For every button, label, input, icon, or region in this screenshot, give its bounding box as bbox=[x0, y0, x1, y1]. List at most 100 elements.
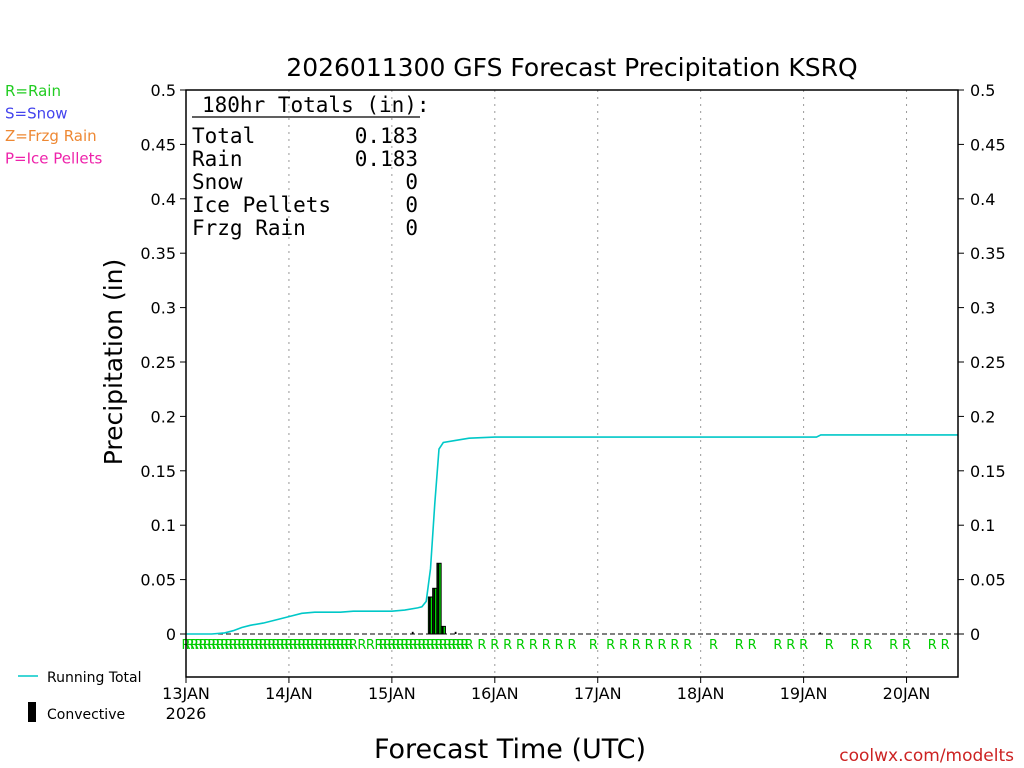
ptype-mark-rain: R bbox=[207, 638, 216, 653]
ptype-mark-rain: R bbox=[786, 638, 795, 653]
x-tick-label: 16JAN bbox=[471, 684, 519, 703]
y-tick-label-right: 0.15 bbox=[970, 462, 1006, 481]
ptype-legend-item: R=Rain bbox=[5, 82, 61, 100]
ptype-mark-rain: R bbox=[542, 638, 551, 653]
ptype-mark-rain: R bbox=[456, 638, 465, 653]
x-tick-label: 14JAN bbox=[265, 684, 313, 703]
ptype-mark-rain: R bbox=[332, 638, 341, 653]
ptype-mark-rain: R bbox=[190, 638, 199, 653]
y-tick-label-left: 0.15 bbox=[140, 462, 176, 481]
ptype-mark-rain: R bbox=[799, 638, 808, 653]
ptype-mark-rain: R bbox=[302, 638, 311, 653]
ptype-mark-rain: R bbox=[216, 638, 225, 653]
ptype-mark-rain: R bbox=[465, 638, 474, 653]
ptype-mark-rain: R bbox=[259, 638, 268, 653]
ptype-mark-rain: R bbox=[194, 638, 203, 653]
y-tick-label-left: 0.25 bbox=[140, 353, 176, 372]
ptype-mark-rain: R bbox=[683, 638, 692, 653]
ptype-mark-rain: R bbox=[229, 638, 238, 653]
x-tick-label: 13JAN bbox=[162, 684, 210, 703]
x-axis-label: Forecast Time (UTC) bbox=[374, 734, 646, 765]
ptype-mark-rain: R bbox=[263, 638, 272, 653]
ptype-mark-rain: R bbox=[447, 638, 456, 653]
ptype-mark-rain: R bbox=[645, 638, 654, 653]
y-tick-label-right: 0.2 bbox=[970, 407, 995, 426]
ptype-mark-rain: R bbox=[199, 638, 208, 653]
ptype-mark-rain: R bbox=[297, 638, 306, 653]
y-tick-label-right: 0.3 bbox=[970, 299, 995, 318]
ptype-mark-rain: R bbox=[383, 638, 392, 653]
ptype-mark-rain: R bbox=[289, 638, 298, 653]
y-tick-label-left: 0.1 bbox=[151, 516, 176, 535]
totals-row-value: 0.183 bbox=[355, 124, 418, 148]
convective-bar bbox=[437, 563, 440, 634]
y-tick-label-right: 0 bbox=[970, 625, 980, 644]
ptype-mark-rain: R bbox=[435, 638, 444, 653]
ptype-mark-rain: R bbox=[310, 638, 319, 653]
ptype-mark-rain: R bbox=[374, 638, 383, 653]
y-tick-label-left: 0.5 bbox=[151, 81, 176, 100]
totals-row-value: 0 bbox=[405, 216, 418, 240]
ptype-legend-item: Z=Frzg Rain bbox=[5, 127, 97, 145]
ptype-mark-rain: R bbox=[344, 638, 353, 653]
ptype-mark-rain: R bbox=[340, 638, 349, 653]
totals-row-value: 0 bbox=[405, 170, 418, 194]
totals-row-label: Frzg Rain bbox=[192, 216, 306, 240]
ptype-mark-rain: R bbox=[306, 638, 315, 653]
ptype-legend-item: P=Ice Pellets bbox=[5, 150, 102, 168]
ptype-legend-item: S=Snow bbox=[5, 105, 68, 123]
y-tick-label-left: 0 bbox=[166, 625, 176, 644]
totals-row-label: Rain bbox=[192, 147, 243, 171]
ptype-mark-rain: R bbox=[902, 638, 911, 653]
ptype-mark-rain: R bbox=[254, 638, 263, 653]
totals-header: 180hr Totals (in): bbox=[202, 93, 430, 117]
ptype-mark-rain: R bbox=[658, 638, 667, 653]
ptype-mark-rain: R bbox=[396, 638, 405, 653]
ptype-mark-rain: R bbox=[430, 638, 439, 653]
ptype-mark-rain: R bbox=[323, 638, 332, 653]
convective-bar bbox=[433, 588, 436, 634]
ptype-mark-rain: R bbox=[417, 638, 426, 653]
convective-bar bbox=[454, 631, 457, 634]
ptype-mark-rain: R bbox=[233, 638, 242, 653]
plot-frame bbox=[185, 89, 959, 678]
x-tick-label: 20JAN bbox=[883, 684, 931, 703]
convective-legend-swatch bbox=[28, 702, 36, 722]
ptype-mark-rain: R bbox=[452, 638, 461, 653]
ptype-mark-rain: R bbox=[327, 638, 336, 653]
y-tick-label-right: 0.05 bbox=[970, 571, 1006, 590]
ptype-mark-rain: R bbox=[387, 638, 396, 653]
convective-bar bbox=[428, 597, 431, 634]
x-tick-label: 19JAN bbox=[780, 684, 828, 703]
ptype-mark-rain: R bbox=[379, 638, 388, 653]
x-tick-label: 17JAN bbox=[574, 684, 622, 703]
ptype-mark-rain: R bbox=[529, 638, 538, 653]
ptype-mark-rain: R bbox=[709, 638, 718, 653]
x-tick-label: 18JAN bbox=[677, 684, 725, 703]
convective-bar bbox=[411, 631, 414, 634]
ptype-mark-rain: R bbox=[490, 638, 499, 653]
ptype-mark-rain: R bbox=[567, 638, 576, 653]
y-axis-label: Precipitation (in) bbox=[99, 259, 128, 466]
totals-row-value: 0 bbox=[405, 193, 418, 217]
ptype-mark-rain: R bbox=[863, 638, 872, 653]
ptype-mark-rain: R bbox=[748, 638, 757, 653]
ptype-mark-rain: R bbox=[267, 638, 276, 653]
ptype-mark-rain: R bbox=[443, 638, 452, 653]
y-tick-label-right: 0.45 bbox=[970, 135, 1006, 154]
ptype-mark-rain: R bbox=[589, 638, 598, 653]
ptype-mark-rain: R bbox=[825, 638, 834, 653]
ptype-mark-rain: R bbox=[224, 638, 233, 653]
y-tick-label-left: 0.4 bbox=[151, 190, 176, 209]
ptype-mark-rain: R bbox=[242, 638, 251, 653]
ptype-mark-rain: R bbox=[941, 638, 950, 653]
y-tick-label-right: 0.1 bbox=[970, 516, 995, 535]
y-tick-label-right: 0.4 bbox=[970, 190, 995, 209]
x-year-label: 2026 bbox=[166, 704, 207, 723]
ptype-mark-rain: R bbox=[632, 638, 641, 653]
ptype-mark-rain: R bbox=[516, 638, 525, 653]
ptype-mark-rain: R bbox=[735, 638, 744, 653]
y-tick-label-left: 0.35 bbox=[140, 244, 176, 263]
ptype-mark-rain: R bbox=[336, 638, 345, 653]
ptype-mark-rain: R bbox=[284, 638, 293, 653]
